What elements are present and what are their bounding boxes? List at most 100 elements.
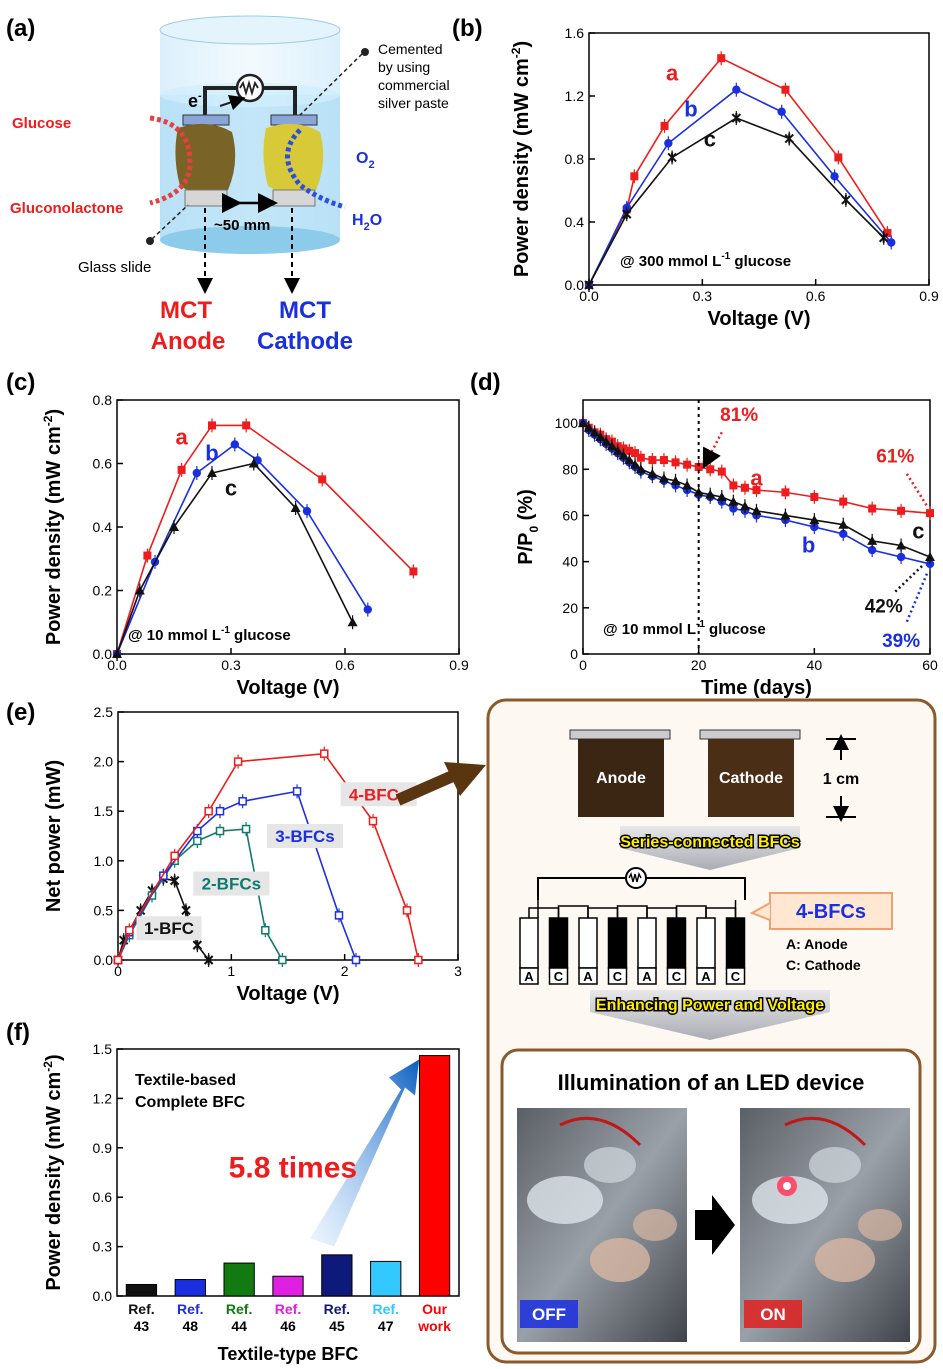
panel-b-series-b-point	[664, 139, 673, 148]
panel-c-series-c-point	[169, 522, 179, 531]
panel-f-xlabel-6-1: Our	[422, 1301, 447, 1317]
panel-f-ytick-label: 0.3	[93, 1239, 113, 1255]
panel-d-xtick-label: 40	[807, 657, 823, 673]
cathode-text: Cathode	[719, 770, 783, 787]
panel-c-xtick-label: 0.3	[221, 657, 241, 673]
panel-e-ylabel: Net power (mW)	[43, 760, 65, 912]
panel-c-xtick-label: 0.0	[107, 657, 127, 673]
panel-f-xlabel-4-2: 45	[329, 1318, 345, 1334]
panel-e-xtick-label: 1	[227, 963, 235, 979]
panel-e-series-4-BFCs-point	[414, 955, 423, 965]
panel-f-xlabel-2-1: Ref.	[226, 1301, 252, 1317]
panel-d-series-c-point	[630, 459, 641, 469]
panel-e-series-1-BFC-point	[181, 905, 191, 916]
panel-b-ylabel: Power density (mW cm-2)	[509, 41, 533, 277]
cell-1-letter: C	[554, 969, 564, 984]
panel-d-series-a-point	[752, 486, 761, 495]
panel-e-series-4-BFCs-point	[402, 906, 412, 915]
cell-4-label-box	[637, 967, 657, 985]
cell-6-letter: A	[701, 969, 711, 984]
panel-e-xlabel: Voltage (V)	[237, 983, 340, 1005]
svg-text:silver paste: silver paste	[378, 95, 449, 111]
mct-cathode-label-1: MCT	[279, 297, 331, 324]
mct-cathode-textile	[263, 123, 324, 195]
panel-f-xlabel-2-2: 44	[231, 1318, 247, 1334]
panel-c-series-b-label: b	[205, 440, 218, 465]
panel-f-growth-arrow	[310, 1059, 420, 1247]
link-arrow-head	[444, 762, 486, 796]
panel-b-xtick-label: 0.3	[693, 288, 713, 304]
cell-5-letter: C	[672, 969, 682, 984]
panel-d-series-a-point	[926, 509, 934, 518]
panel-b-ytick-label: 0.4	[565, 214, 585, 230]
panel-c-series-b-line	[116, 443, 369, 655]
panel-d-series-a-point	[717, 467, 726, 476]
cemented-note: Cemented by using commercial silver past…	[378, 41, 450, 111]
panel-d-series-c-point	[716, 491, 727, 501]
series-connected-label: Series-connected BFCs	[620, 834, 800, 851]
panel-d-arrow-81	[702, 431, 723, 469]
cell-1-label-box	[548, 967, 569, 985]
mct-cathode-label-2: Cathode	[257, 328, 353, 355]
panel-c-series-c-label: c	[225, 475, 237, 500]
panel-d-ytick-label: 80	[562, 461, 578, 477]
panel-f-bar-0	[125, 1283, 158, 1297]
panel-d-series-b-point	[839, 529, 848, 539]
panel-f: 0.00.30.60.91.21.5Ref.43Ref.48Ref.44Ref.…	[41, 1041, 460, 1364]
panel-e-series-4-BFCs-point	[204, 806, 213, 816]
panel-f-xlabel-0-2: 43	[134, 1318, 150, 1334]
panel-b-annotation: @ 300 mmol L-1 glucose	[620, 251, 791, 270]
panel-d-label: (d)	[470, 369, 501, 396]
panel-f-box-text-2: Complete BFC	[135, 1094, 246, 1111]
gluconolactone-label: Gluconolactone	[10, 200, 123, 217]
panel-b-series-a-point	[781, 85, 790, 94]
panel-d-series-a-point	[729, 481, 738, 490]
panel-c-series-c-point	[347, 617, 358, 627]
panel-b-series-a-point	[883, 229, 892, 238]
panel-f-bar-5	[370, 1260, 402, 1297]
callout-4bfcs: 4-BFCs	[796, 901, 866, 923]
panel-e-series-4-BFCs-point	[320, 749, 329, 758]
panel-d-xlabel: Time (days)	[701, 677, 812, 699]
panel-c-series-a-point	[208, 421, 216, 430]
panel-d-series-c-point	[867, 535, 878, 545]
panel-c-series-c-point	[112, 649, 122, 658]
panel-d-series-a-point	[868, 504, 877, 513]
panel-d-series-c-point	[589, 427, 600, 437]
oxygen-arrow	[285, 128, 346, 210]
panel-d-series-b-point	[896, 552, 906, 562]
panel-c-series-a-point	[177, 465, 186, 474]
panel-b-ytick-label: 0.0	[565, 277, 585, 293]
panel-d-series-c-point	[624, 455, 635, 465]
panel-d-ytick-label: 60	[562, 507, 578, 523]
panel-b-series-c-point	[731, 113, 742, 124]
panel-d-series-b-point	[867, 545, 877, 555]
panel-c-label: (c)	[6, 369, 35, 396]
panel-d-series-c-point	[601, 436, 612, 446]
panel-c-ytick-label: 0.8	[93, 392, 113, 408]
panel-c-series-a-point	[318, 475, 327, 484]
cathode-clip	[270, 114, 318, 126]
led-on-photo: ON	[740, 1108, 910, 1342]
off-label: OFF	[532, 1305, 566, 1324]
panel-b-series-a-point	[834, 153, 843, 162]
panel-d-series-c-point	[670, 475, 681, 485]
panel-d-series-a-point	[631, 449, 640, 458]
panel-e-ytick-label: 0.0	[94, 952, 114, 968]
panel-d-callout-61: 61%	[876, 446, 914, 467]
panel-e-3-BFCs-label-bg	[267, 823, 343, 848]
panel-b-plot-frame	[588, 32, 930, 286]
panel-f-label: (f)	[6, 1019, 30, 1046]
panel-e-series-3-BFCs-point	[292, 787, 302, 796]
panel-d-xtick-label: 60	[922, 657, 938, 673]
panel-f-xlabel-6-2: work	[417, 1318, 451, 1334]
panel-f-bar-1	[174, 1279, 206, 1297]
panel-e-ytick-label: 1.5	[94, 803, 114, 819]
panel-e-series-4-BFCs-point	[113, 955, 123, 965]
panel-e-3-BFCs-label: 3-BFCs	[275, 827, 335, 846]
panel-b-series-c-point	[667, 152, 677, 163]
panel-f-arrow-label: 5.8 times	[229, 1151, 357, 1184]
panel-e-ytick-label: 2.5	[94, 704, 114, 720]
panel-e-series-1-BFC-point	[203, 955, 214, 965]
